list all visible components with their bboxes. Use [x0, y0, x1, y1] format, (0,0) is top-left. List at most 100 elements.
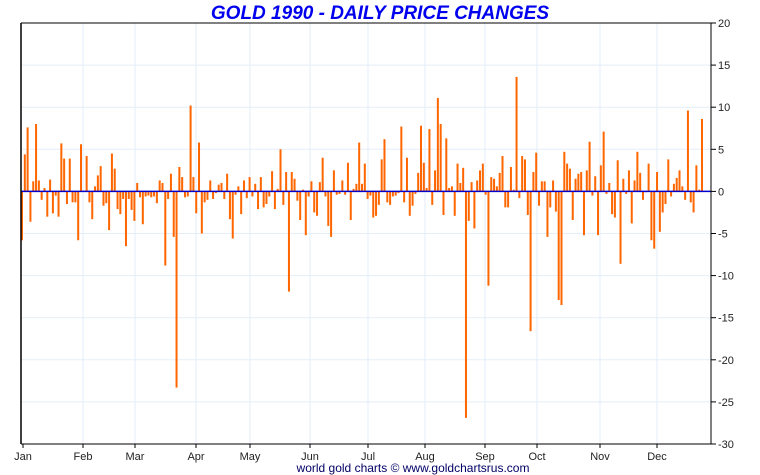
bar [46, 191, 49, 217]
bar [206, 191, 209, 200]
bar [557, 191, 560, 301]
bar [65, 191, 68, 205]
bar [186, 191, 189, 197]
bar [23, 154, 26, 192]
bar [464, 191, 467, 418]
bar [147, 191, 150, 196]
bar [136, 182, 139, 192]
bar [282, 191, 285, 205]
bar [509, 166, 512, 192]
gridlines [21, 22, 711, 445]
bar [296, 191, 299, 201]
bar [293, 178, 296, 192]
bar [287, 191, 290, 292]
bar [425, 188, 428, 192]
bar [153, 191, 156, 197]
bar [183, 191, 186, 198]
bar [526, 191, 529, 215]
bar [602, 131, 605, 192]
bar [588, 141, 591, 192]
bar [625, 191, 628, 194]
bar [181, 177, 184, 192]
bar [60, 143, 63, 192]
bar [175, 191, 178, 388]
bar [127, 191, 130, 199]
bar [411, 191, 414, 206]
bar [627, 170, 630, 192]
bar [535, 152, 538, 192]
bar [456, 163, 459, 192]
bar [124, 191, 127, 247]
x-tick-label: Oct [528, 451, 545, 463]
y-tick-label: -5 [718, 229, 728, 241]
bar [324, 191, 327, 197]
bar [675, 177, 678, 192]
bar [507, 191, 510, 208]
bar [372, 191, 375, 218]
bar [172, 191, 175, 237]
bar [108, 191, 111, 231]
bar [40, 191, 43, 200]
bar [684, 191, 687, 200]
bar [498, 172, 501, 192]
bar [479, 170, 482, 192]
bar [49, 179, 52, 192]
bar [63, 158, 66, 192]
bar [653, 191, 656, 249]
bar [321, 157, 324, 192]
bar [566, 163, 569, 192]
bar [226, 173, 229, 192]
bar [417, 172, 420, 192]
bar [189, 105, 192, 192]
bar [122, 191, 125, 199]
bar [380, 159, 383, 192]
bar [29, 191, 32, 222]
bar [88, 191, 91, 203]
bar [386, 191, 389, 203]
bar [453, 191, 456, 216]
bar [582, 191, 585, 236]
bar [363, 163, 366, 192]
bar [32, 181, 35, 192]
bar [445, 138, 448, 192]
bar [344, 191, 347, 195]
bar [487, 191, 490, 286]
bar [74, 191, 77, 203]
bar [119, 191, 122, 215]
bar [459, 182, 462, 192]
bar [450, 186, 453, 192]
bar [257, 191, 260, 210]
x-tick-label: Jan [14, 451, 32, 463]
bar [639, 172, 642, 192]
bar [150, 191, 153, 198]
bar [678, 170, 681, 192]
bar [338, 191, 341, 194]
bar [701, 118, 703, 192]
bar [428, 129, 431, 192]
bar [391, 191, 394, 197]
bar [144, 191, 147, 197]
bar [26, 127, 29, 192]
bar [560, 191, 563, 306]
bar [672, 183, 675, 192]
bar [467, 191, 470, 221]
bar [248, 177, 251, 192]
bar [102, 191, 105, 206]
bar [268, 191, 271, 197]
bar [400, 126, 403, 192]
bar [408, 191, 411, 216]
bar [656, 172, 659, 192]
bar [616, 160, 619, 192]
bar [484, 191, 487, 195]
bar [212, 191, 215, 199]
bar [105, 191, 108, 204]
bar [245, 191, 248, 199]
bar [358, 142, 361, 192]
bar [330, 191, 333, 237]
bar [630, 191, 633, 224]
bar [164, 191, 167, 266]
bar [68, 158, 71, 192]
bar [439, 124, 442, 192]
bars [21, 76, 703, 418]
bar [332, 170, 335, 192]
